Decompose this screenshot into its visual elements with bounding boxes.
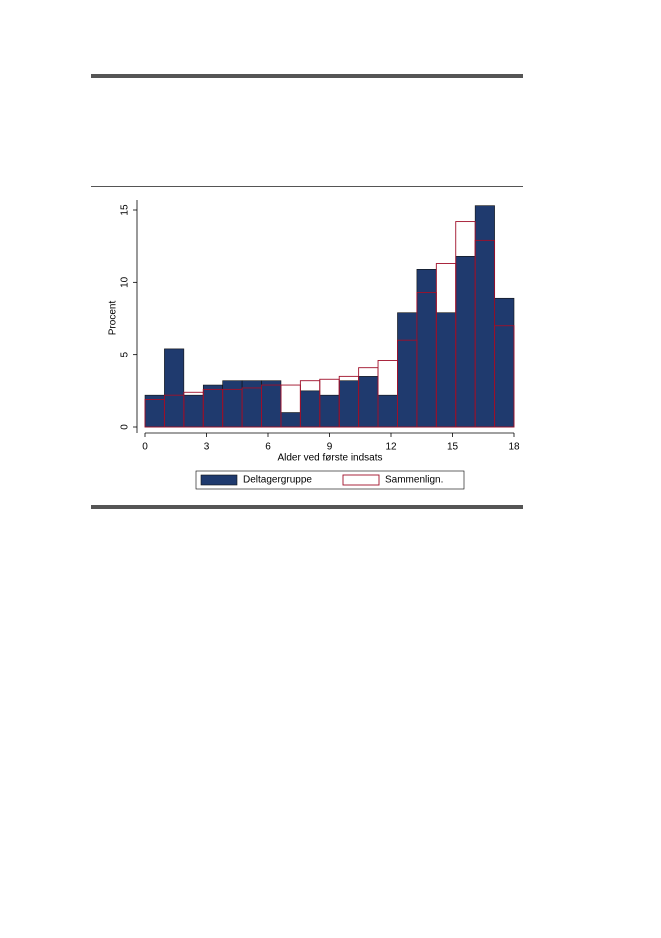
legend-swatch <box>342 474 380 486</box>
x-tick-label: 18 <box>508 442 520 453</box>
y-tick-label: 5 <box>120 351 131 357</box>
x-tick-label: 6 <box>265 442 271 453</box>
bar <box>319 394 340 428</box>
bottom-rule <box>91 505 523 509</box>
bar <box>222 380 243 428</box>
top-rule <box>91 74 523 78</box>
bar <box>436 312 457 428</box>
x-tick-label: 0 <box>142 442 148 453</box>
y-tick-label: 10 <box>120 276 131 288</box>
bar <box>164 348 185 428</box>
bar <box>455 255 476 428</box>
bar <box>300 390 321 428</box>
x-tick-label: 9 <box>327 442 333 453</box>
x-tick-label: 3 <box>204 442 210 453</box>
legend-swatch <box>200 474 238 486</box>
bar <box>494 325 515 428</box>
y-tick-label: 0 <box>120 424 131 430</box>
bar <box>280 412 301 428</box>
bar <box>338 380 359 428</box>
y-axis-label: Procent <box>108 301 119 336</box>
x-axis-label: Alder ved første indsats <box>277 453 382 464</box>
bar <box>377 394 398 428</box>
thin-rule <box>91 186 523 187</box>
legend <box>195 470 465 490</box>
y-tick-label: 15 <box>120 204 131 216</box>
bar <box>494 297 515 428</box>
bar <box>416 269 437 428</box>
bar <box>397 312 418 428</box>
bar <box>202 384 223 428</box>
bar <box>474 205 495 428</box>
legend-label: Sammenlign. <box>385 475 443 486</box>
bar <box>358 376 379 428</box>
x-tick-label: 12 <box>385 442 397 453</box>
bar <box>183 394 204 428</box>
x-tick-label: 15 <box>447 442 459 453</box>
bar <box>261 380 282 428</box>
legend-label: Deltagergruppe <box>243 475 312 486</box>
